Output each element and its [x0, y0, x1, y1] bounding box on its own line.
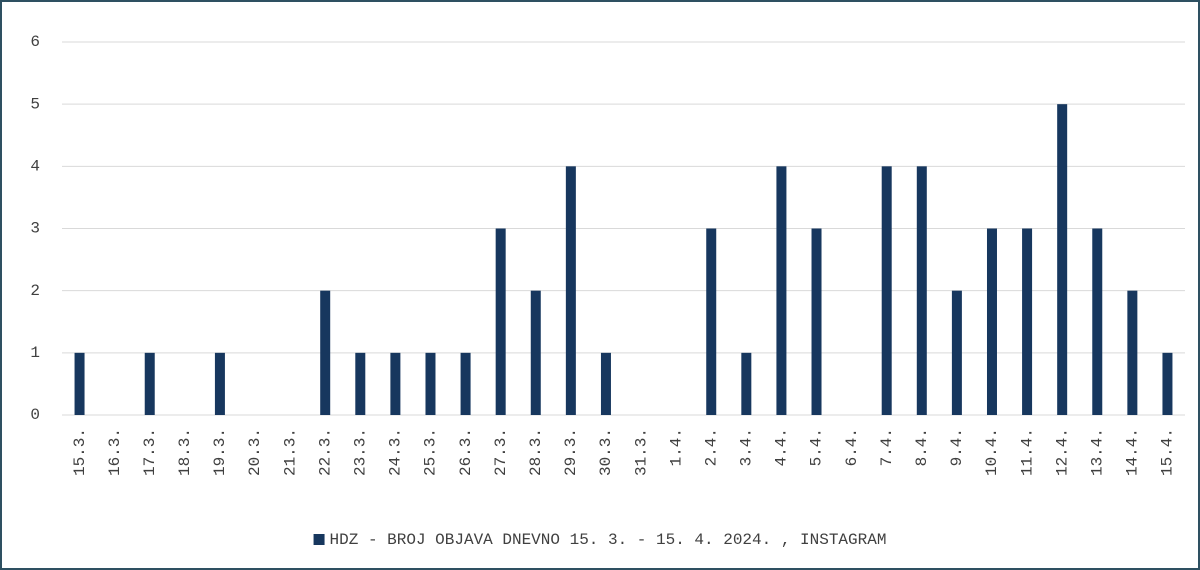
y-tick-label: 6: [30, 33, 40, 51]
bar: [1057, 104, 1068, 416]
x-tick-label: 30.3.: [597, 428, 615, 476]
bar: [1162, 352, 1173, 415]
legend-swatch: [313, 534, 325, 545]
bar: [811, 228, 822, 415]
x-tick-label: 15.3.: [71, 428, 89, 476]
x-tick-label: 3.4.: [738, 428, 756, 466]
x-tick-label: 14.4.: [1124, 428, 1142, 476]
bar: [881, 166, 892, 415]
bar: [425, 352, 436, 415]
x-tick-label: 1.4.: [667, 428, 685, 466]
y-tick-label: 3: [30, 220, 40, 238]
x-tick-label: 17.3.: [141, 428, 159, 476]
bar: [706, 228, 717, 415]
x-tick-label: 2.4.: [702, 428, 720, 466]
x-tick-label: 9.4.: [948, 428, 966, 466]
bar: [320, 290, 331, 415]
x-tick-label: 26.3.: [457, 428, 475, 476]
x-tick-label: 4.4.: [773, 428, 791, 466]
x-tick-label: 16.3.: [106, 428, 124, 476]
x-tick-label: 8.4.: [913, 428, 931, 466]
bar: [565, 166, 576, 415]
x-tick-label: 19.3.: [211, 428, 229, 476]
bar: [741, 352, 752, 415]
y-tick-label: 4: [30, 158, 40, 176]
y-tick-label: 5: [30, 95, 40, 113]
y-tick-label: 0: [30, 406, 40, 424]
x-tick-label: 21.3.: [281, 428, 299, 476]
y-tick-label: 1: [30, 344, 40, 362]
bar: [916, 166, 927, 415]
x-tick-label: 23.3.: [352, 428, 370, 476]
bar: [74, 352, 85, 415]
x-tick-label: 20.3.: [246, 428, 264, 476]
bar: [600, 352, 611, 415]
bar: [951, 290, 962, 415]
x-tick-label: 25.3.: [422, 428, 440, 476]
bar: [495, 228, 506, 415]
bar: [776, 166, 787, 415]
x-tick-label: 10.4.: [983, 428, 1001, 476]
bar: [986, 228, 997, 415]
x-tick-label: 24.3.: [387, 428, 405, 476]
x-tick-label: 28.3.: [527, 428, 545, 476]
legend-label: HDZ - BROJ OBJAVA DNEVNO 15. 3. - 15. 4.…: [330, 531, 887, 549]
bar: [214, 352, 225, 415]
x-tick-label: 18.3.: [176, 428, 194, 476]
bar: [1092, 228, 1103, 415]
y-tick-label: 2: [30, 282, 40, 300]
x-tick-label: 6.4.: [843, 428, 861, 466]
bar: [390, 352, 401, 415]
bar: [355, 352, 366, 415]
x-tick-label: 29.3.: [562, 428, 580, 476]
x-tick-label: 22.3.: [316, 428, 334, 476]
x-tick-label: 15.4.: [1159, 428, 1177, 476]
x-tick-label: 7.4.: [878, 428, 896, 466]
x-tick-label: 11.4.: [1018, 428, 1036, 476]
x-tick-label: 12.4.: [1053, 428, 1071, 476]
bar: [1127, 290, 1138, 415]
bar: [1022, 228, 1033, 415]
bar: [144, 352, 155, 415]
x-tick-label: 13.4.: [1088, 428, 1106, 476]
bar: [460, 352, 471, 415]
bar: [530, 290, 541, 415]
x-tick-label: 5.4.: [808, 428, 826, 466]
x-tick-label: 27.3.: [492, 428, 510, 476]
x-tick-label: 31.3.: [632, 428, 650, 476]
